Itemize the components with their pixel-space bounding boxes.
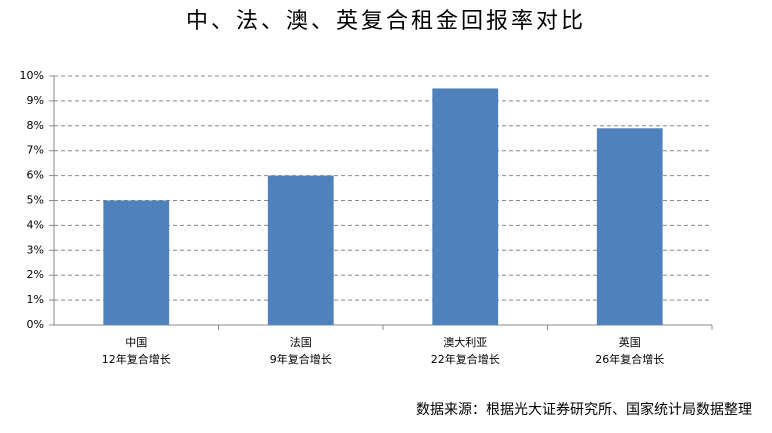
y-tick-label: 2% bbox=[27, 268, 44, 281]
y-tick-label: 7% bbox=[27, 144, 44, 157]
chart-title: 中、法、澳、英复合租金回报率对比 bbox=[186, 9, 586, 34]
x-tick-label: 9年复合增长 bbox=[270, 352, 332, 366]
y-tick-label: 8% bbox=[27, 119, 44, 132]
source-note: 数据来源：根据光大证券研究所、国家统计局数据整理 bbox=[416, 401, 752, 418]
y-tick-label: 3% bbox=[27, 243, 44, 256]
y-tick-label: 0% bbox=[27, 318, 44, 331]
y-tick-label: 5% bbox=[27, 194, 44, 207]
x-tick-label: 26年复合增长 bbox=[595, 352, 664, 366]
x-tick-label: 英国 bbox=[619, 335, 641, 349]
x-tick-label: 法国 bbox=[290, 335, 312, 349]
y-tick-label: 1% bbox=[27, 293, 44, 306]
bar bbox=[596, 128, 663, 325]
bar bbox=[103, 200, 170, 325]
x-tick-label: 22年复合增长 bbox=[431, 352, 500, 366]
y-tick-label: 6% bbox=[27, 169, 44, 182]
y-tick-label: 9% bbox=[27, 94, 44, 107]
y-tick-label: 10% bbox=[20, 69, 44, 82]
y-tick-label: 4% bbox=[27, 218, 44, 231]
x-tick-label: 中国 bbox=[125, 336, 147, 349]
x-tick-label: 澳大利亚 bbox=[443, 335, 487, 349]
bar bbox=[267, 175, 334, 325]
x-tick-label: 12年复合增长 bbox=[102, 352, 171, 366]
bar bbox=[432, 88, 499, 325]
